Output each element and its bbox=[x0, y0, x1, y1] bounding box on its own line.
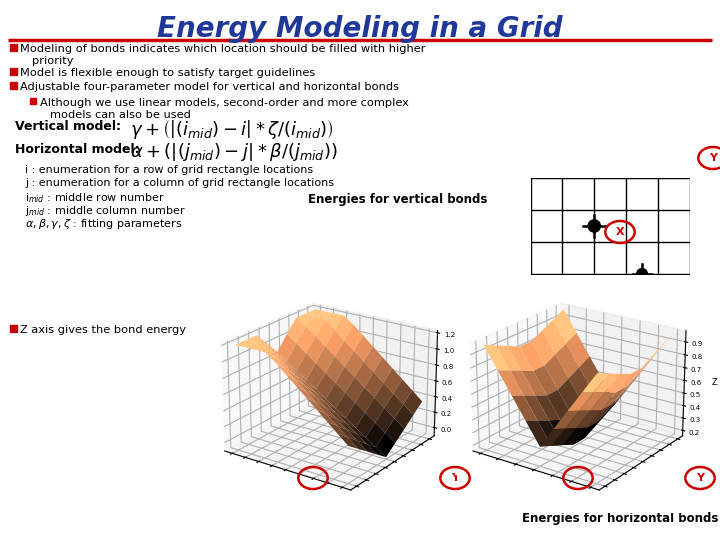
Text: $\gamma + \left(\left|\left(i_{mid}\right) - i\right| * \zeta/\left(i_{mid}\righ: $\gamma + \left(\left|\left(i_{mid}\righ… bbox=[130, 118, 334, 141]
Text: X: X bbox=[309, 473, 318, 483]
Bar bbox=[10, 325, 17, 332]
Text: Y: Y bbox=[709, 153, 717, 163]
Circle shape bbox=[636, 268, 647, 279]
Text: Z axis gives the bond energy: Z axis gives the bond energy bbox=[20, 325, 186, 335]
Text: Y: Y bbox=[696, 473, 704, 483]
Text: j : enumeration for a column of grid rectangle locations: j : enumeration for a column of grid rec… bbox=[25, 178, 334, 188]
Text: Energy Modeling in a Grid: Energy Modeling in a Grid bbox=[157, 15, 563, 43]
Text: Y: Y bbox=[451, 473, 459, 483]
Circle shape bbox=[588, 220, 600, 232]
Text: j$_{mid}$ : middle column number: j$_{mid}$ : middle column number bbox=[25, 204, 186, 218]
Text: Energies for horizontal bonds: Energies for horizontal bonds bbox=[522, 512, 718, 525]
Text: X: X bbox=[574, 473, 582, 483]
Bar bbox=[10, 68, 17, 75]
Bar bbox=[30, 98, 36, 104]
Text: Model is flexible enough to satisfy target guidelines: Model is flexible enough to satisfy targ… bbox=[20, 68, 315, 78]
Text: Although we use linear models, second-order and more complex: Although we use linear models, second-or… bbox=[40, 98, 409, 108]
Bar bbox=[10, 44, 17, 51]
Text: $\alpha + \left(\left|\left(j_{mid}\right) - j\right| * \beta/\left(j_{mid}\righ: $\alpha + \left(\left|\left(j_{mid}\righ… bbox=[130, 141, 338, 163]
Text: Adjustable four-parameter model for vertical and horizontal bonds: Adjustable four-parameter model for vert… bbox=[20, 82, 399, 92]
Text: i : enumeration for a row of grid rectangle locations: i : enumeration for a row of grid rectan… bbox=[25, 165, 313, 175]
Text: X: X bbox=[616, 227, 624, 237]
Text: i$_{mid}$ : middle row number: i$_{mid}$ : middle row number bbox=[25, 191, 165, 205]
Text: Modeling of bonds indicates which location should be filled with higher: Modeling of bonds indicates which locati… bbox=[20, 44, 426, 54]
Text: models can also be used: models can also be used bbox=[50, 110, 191, 120]
Text: Energies for vertical bonds: Energies for vertical bonds bbox=[308, 193, 487, 206]
Text: priority: priority bbox=[32, 56, 73, 66]
Text: Vertical model:: Vertical model: bbox=[15, 120, 121, 133]
Bar bbox=[10, 82, 17, 89]
Text: Horizontal model:: Horizontal model: bbox=[15, 143, 140, 156]
Text: $\alpha,\beta,\gamma,\zeta$ : fitting parameters: $\alpha,\beta,\gamma,\zeta$ : fitting pa… bbox=[25, 217, 182, 231]
